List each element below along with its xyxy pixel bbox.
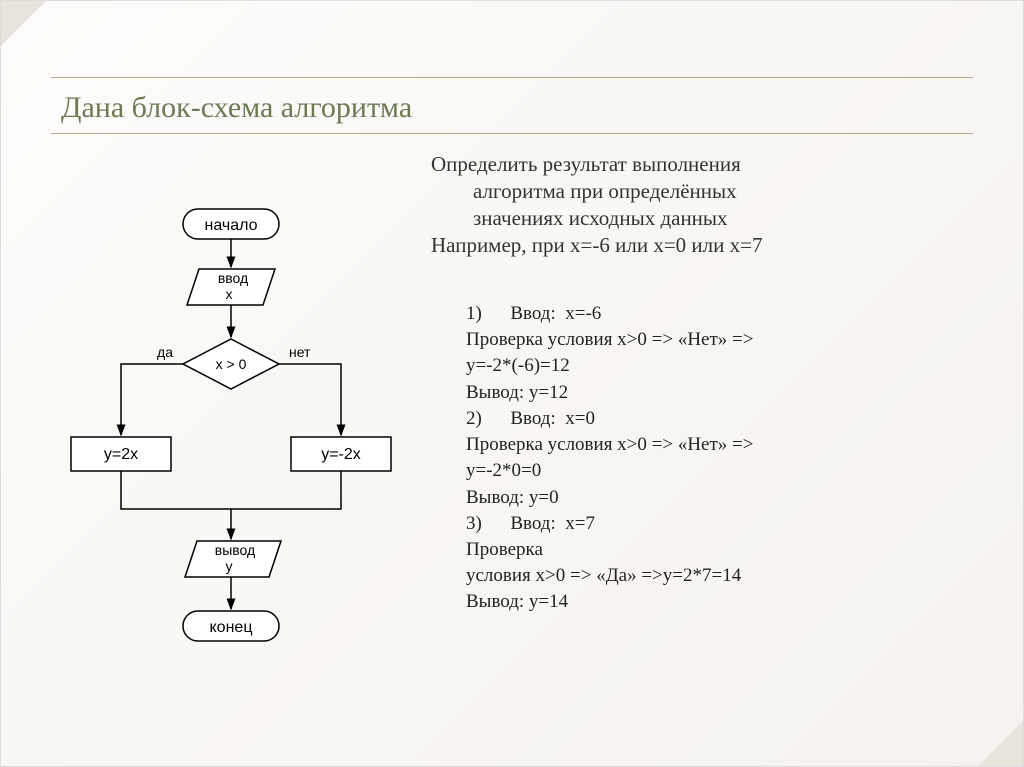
node-output-bot: y [226,558,233,574]
worked-examples: 1) Ввод: x=-6 Проверка условия x>0 => «Н… [466,301,973,616]
step-2d: Вывод: y=0 [466,485,973,511]
node-right-label: y=-2x [321,446,361,463]
node-input-top: ввод [218,270,248,286]
step-3c: условия x>0 => «Да» =>y=2*7=14 [466,563,973,589]
node-end-label: конец [210,619,253,636]
corner-decoration-tl [1,1,46,46]
step-2a: 2) Ввод: x=0 [466,406,973,432]
cond-yes-label: да [157,344,173,360]
cond-no-label: нет [289,344,311,360]
node-left-label: y=2x [104,446,138,463]
header-rule [51,77,973,78]
step-1b: Проверка условия x>0 => «Нет» => [466,327,973,353]
content-area: Определить результат выполнения алгоритм… [51,151,973,736]
intro-line3: значениях исходных данных [431,205,973,232]
step-1c: y=-2*(-6)=12 [466,353,973,379]
intro-line1: Определить результат выполнения [431,152,741,176]
intro-line2: алгоритма при определённых [431,178,973,205]
title-underline [51,133,973,134]
node-input-bot: x [226,286,233,302]
step-2b: Проверка условия x>0 => «Нет» => [466,432,973,458]
intro-line4: Например, при x=-6 или x=0 или x=7 [431,233,762,257]
intro-text: Определить результат выполнения алгоритм… [431,151,973,259]
step-3a: 3) Ввод: x=7 [466,511,973,537]
node-cond-label: x > 0 [216,356,247,372]
flowchart: начало ввод x x > 0 да нет [51,179,411,659]
step-1d: Вывод: y=12 [466,380,973,406]
step-3b: Проверка [466,537,973,563]
step-1a: 1) Ввод: x=-6 [466,301,973,327]
node-start-label: начало [204,217,257,234]
step-3d: Вывод: y=14 [466,589,973,615]
step-2c: y=-2*0=0 [466,458,973,484]
slide-frame: Дана блок-схема алгоритма Определить рез… [0,0,1024,767]
node-output-top: вывод [215,542,255,558]
slide-title: Дана блок-схема алгоритма [61,91,412,125]
flowchart-svg: начало ввод x x > 0 да нет [51,179,411,659]
corner-decoration-br [978,721,1023,766]
